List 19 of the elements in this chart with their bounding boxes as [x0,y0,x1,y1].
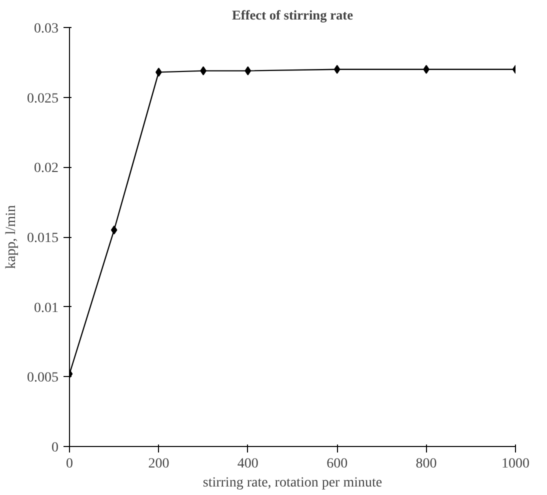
x-tick-label: 0 [66,456,73,472]
y-tick-label: 0.01 [34,300,58,316]
point [334,64,340,74]
point [110,226,118,235]
y-axis-title: kapp, l/min [4,205,19,269]
point [244,66,252,76]
y-tick-label: 0.02 [34,161,58,176]
y-tick-label: 0.03 [34,22,58,36]
x-tick-label: 200 [148,456,170,472]
x-tick-label: 1000 [502,456,530,472]
y-tick-label: 0.025 [27,91,58,106]
x-tick-label: 600 [326,456,348,472]
chart-title: Effect of stirring rate [232,8,354,22]
x-tick-label: 800 [416,456,437,472]
y-tick-label: 0.015 [27,231,58,246]
y-tick-label: 0 [52,440,58,456]
y-tick-label: 0.005 [27,370,58,386]
x-axis-title: stirring rate, rotation per minute [202,476,382,490]
x-tick-label: 400 [237,456,258,472]
